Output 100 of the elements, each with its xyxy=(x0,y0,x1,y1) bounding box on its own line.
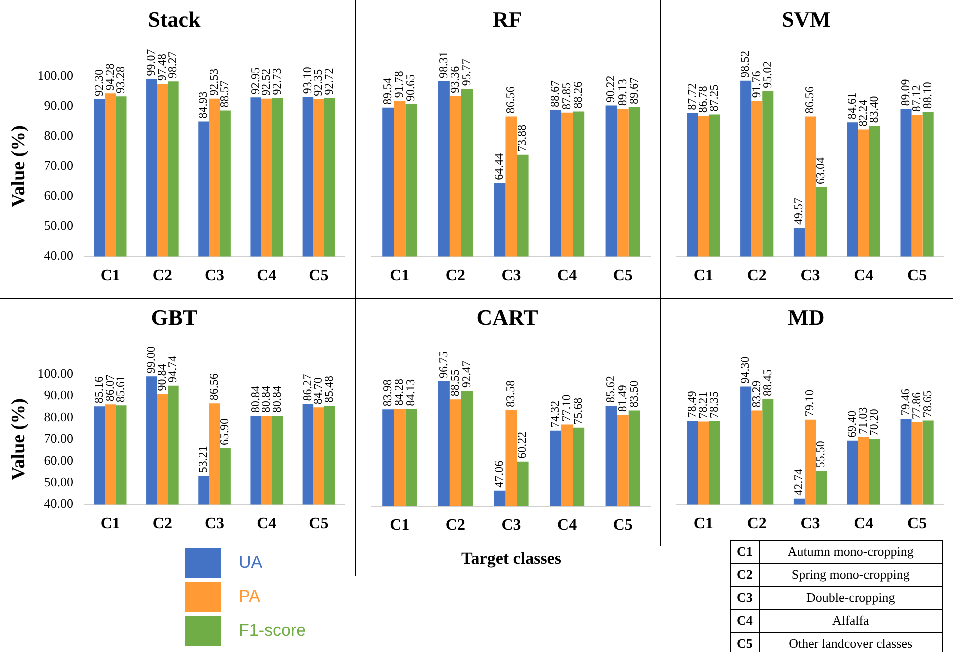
x-tick-label: C5 xyxy=(908,516,928,533)
data-label: 96.75 xyxy=(436,352,450,379)
data-label: 49.57 xyxy=(792,198,806,226)
data-label: 95.77 xyxy=(459,59,474,86)
chart-title: CART xyxy=(476,304,539,330)
data-label: 74.32 xyxy=(548,400,562,428)
x-tick-label: C5 xyxy=(613,517,633,534)
text: Spring mono-cropping xyxy=(759,564,942,586)
data-label: 73.88 xyxy=(515,124,530,152)
x-tick-label: C2 xyxy=(152,268,172,285)
data-label: 98.31 xyxy=(436,51,450,78)
chart-title: Stack xyxy=(148,6,202,32)
text: C4 xyxy=(730,610,760,632)
x-tick-label: C4 xyxy=(558,268,578,285)
data-label: 75.68 xyxy=(570,398,585,425)
data-label: 77.10 xyxy=(559,394,574,422)
y-tick-label: 70.00 xyxy=(44,431,74,446)
data-label: 83.98 xyxy=(380,380,395,407)
x-tick-label: C5 xyxy=(309,268,329,285)
chart-title: GBT xyxy=(151,304,198,330)
data-label: 90.65 xyxy=(404,74,418,102)
data-label: 83.50 xyxy=(626,380,641,408)
legend-label: UA xyxy=(239,553,263,573)
data-label: 88.26 xyxy=(570,82,585,109)
data-label: 85.62 xyxy=(604,376,618,404)
text: C1 xyxy=(730,540,760,564)
text: Double-cropping xyxy=(759,586,942,610)
data-label: 81.49 xyxy=(615,385,630,412)
data-label: 84.28 xyxy=(392,378,406,406)
data-label: 79.10 xyxy=(802,390,817,417)
data-label: 88.55 xyxy=(448,370,462,397)
data-label: 53.21 xyxy=(196,446,210,474)
y-axis-title: Value (%) xyxy=(8,126,30,208)
data-label: 89.67 xyxy=(626,77,641,104)
data-label: 90.22 xyxy=(604,76,618,103)
x-tick-label: C1 xyxy=(390,268,410,285)
y-tick-label: 80.00 xyxy=(44,128,74,143)
y-tick-label: 100.00 xyxy=(38,366,74,381)
x-tick-label: C2 xyxy=(152,516,172,533)
x-tick-label: C4 xyxy=(257,516,277,533)
chart-title: MD xyxy=(788,304,825,330)
text: Alfalfa xyxy=(759,610,942,632)
y-axis-title: Value (%) xyxy=(8,398,30,481)
x-tick-label: C5 xyxy=(613,268,633,285)
x-tick-label: C5 xyxy=(908,268,928,285)
data-label: 93.36 xyxy=(448,66,462,94)
data-label: 60.22 xyxy=(515,432,530,459)
data-label: 42.74 xyxy=(792,468,806,496)
legend-label: PA xyxy=(239,587,260,607)
x-tick-label: C3 xyxy=(502,268,522,285)
data-label: 47.06 xyxy=(492,460,506,488)
x-tick-label: C4 xyxy=(854,516,874,533)
y-tick-label: 80.00 xyxy=(44,409,74,424)
chart-title: SVM xyxy=(782,6,832,32)
legend-label: F1-score xyxy=(239,621,306,641)
x-tick-label: C2 xyxy=(747,516,767,533)
text: Other landcover classes xyxy=(759,632,942,652)
chart-title: RF xyxy=(492,6,522,32)
data-label: 84.13 xyxy=(404,379,418,406)
y-tick-label: 100.00 xyxy=(38,68,74,83)
x-tick-label: C3 xyxy=(800,268,820,285)
data-label: 86.56 xyxy=(802,86,817,114)
y-tick-label: 90.00 xyxy=(44,98,74,113)
data-label: 86.56 xyxy=(504,86,518,114)
data-label: 91.78 xyxy=(392,71,406,98)
data-label: 89.54 xyxy=(380,78,395,105)
data-label: 89.13 xyxy=(615,79,630,106)
data-label: 88.67 xyxy=(548,80,562,108)
y-tick-label: 40.00 xyxy=(44,496,74,512)
x-tick-label: C3 xyxy=(800,516,820,533)
text: C3 xyxy=(730,586,760,610)
x-tick-label: C1 xyxy=(390,517,410,534)
x-tick-label: C3 xyxy=(502,517,522,534)
data-label: 86.56 xyxy=(206,374,221,401)
x-tick-label: C1 xyxy=(694,268,714,285)
x-tick-label: C2 xyxy=(446,517,466,534)
data-label: 92.47 xyxy=(459,360,474,388)
x-tick-label: C5 xyxy=(309,516,329,533)
y-tick-label: 40.00 xyxy=(44,248,74,264)
data-label: 63.04 xyxy=(814,158,828,185)
text: C5 xyxy=(730,632,760,652)
x-tick-label: C4 xyxy=(854,268,874,285)
data-label: 83.58 xyxy=(504,380,518,408)
x-tick-label: C3 xyxy=(204,268,225,285)
x-tick-label: C4 xyxy=(257,268,277,285)
x-tick-label: C1 xyxy=(100,516,120,533)
x-tick-label: C1 xyxy=(100,268,120,285)
y-tick-label: 60.00 xyxy=(44,188,74,204)
data-label: 64.44 xyxy=(492,153,506,180)
x-axis-title: Target classes xyxy=(462,549,562,568)
y-tick-label: 50.00 xyxy=(44,474,74,490)
data-label: 87.85 xyxy=(559,82,574,110)
y-tick-label: 60.00 xyxy=(44,452,74,468)
y-tick-label: 70.00 xyxy=(44,158,74,174)
x-tick-label: C1 xyxy=(694,516,714,533)
y-tick-label: 50.00 xyxy=(44,218,74,234)
y-tick-label: 90.00 xyxy=(44,388,74,403)
text: C2 xyxy=(730,564,760,586)
x-tick-label: C3 xyxy=(204,516,225,533)
x-tick-label: C2 xyxy=(446,268,466,285)
